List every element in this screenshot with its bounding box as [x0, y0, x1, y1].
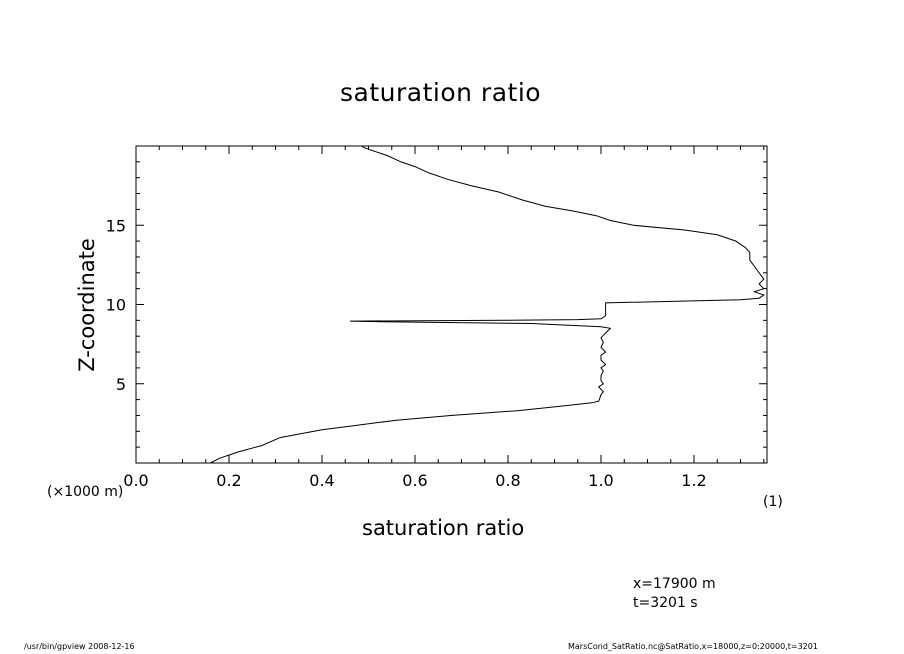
- y-axis-label: Z-coordinate: [75, 238, 99, 372]
- tick-labels: 0.0 0.2 0.4 0.6 0.8 1.0 1.2 5 10 15: [106, 216, 707, 490]
- chart-title: saturation ratio: [340, 78, 542, 107]
- footer-source: MarsCond_SatRatio.nc@SatRatio,x=18000,z=…: [568, 642, 818, 651]
- x-tick-label: 1.0: [588, 471, 613, 490]
- unit-note: (1): [763, 494, 783, 510]
- x-tick-label: 0.0: [123, 471, 148, 490]
- x-axis-label: saturation ratio: [362, 516, 525, 540]
- series-line: [210, 145, 765, 464]
- y-tick-label: 15: [106, 216, 126, 235]
- y-tick-label: 5: [116, 375, 126, 394]
- info-x-position: x=17900 m: [633, 576, 716, 592]
- x-tick-label: 1.2: [681, 471, 706, 490]
- y-tick-label: 10: [106, 296, 126, 315]
- info-time: t=3201 s: [633, 595, 698, 611]
- x-tick-label: 0.6: [402, 471, 427, 490]
- x-tick-label: 0.4: [309, 471, 334, 490]
- axis-scale-note: (×1000 m): [47, 484, 124, 500]
- x-tick-label: 0.8: [495, 471, 520, 490]
- tick-marks: [135, 145, 767, 464]
- x-tick-label: 0.2: [216, 471, 241, 490]
- footer-program-date: /usr/bin/gpview 2008-12-16: [24, 642, 135, 651]
